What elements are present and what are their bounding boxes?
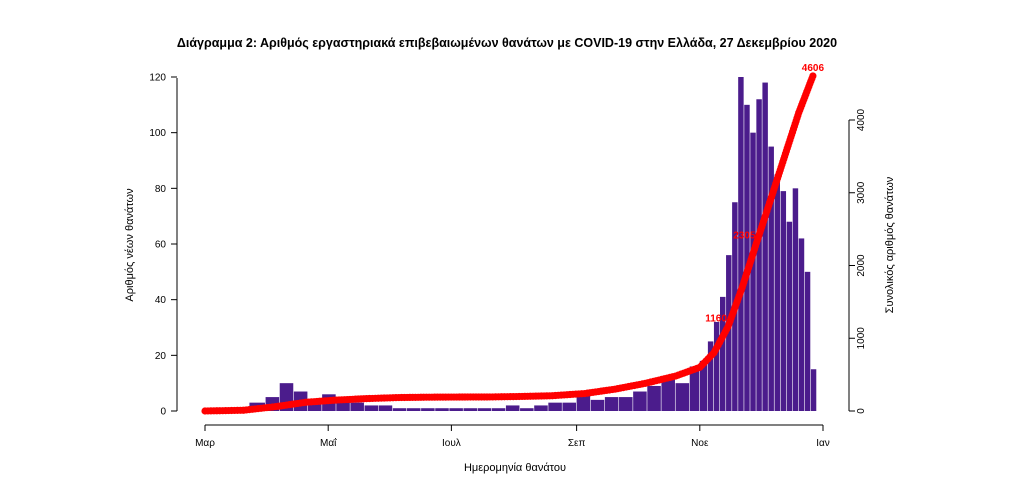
bar [780,191,787,411]
bar [364,405,379,411]
bar [604,397,619,411]
x-tick-label: Μαρ [195,438,215,449]
bar [738,77,744,411]
bar [726,255,732,411]
bar [689,366,700,411]
y-tick-label: 80 [155,184,167,195]
bar [713,321,720,411]
bar [756,99,762,412]
y-tick-label: 40 [155,295,167,306]
bar [768,146,774,412]
y-tick-label: 60 [155,240,167,251]
bar [675,383,690,411]
bar [534,405,548,411]
y-tick-label: 0 [160,407,166,418]
bar [520,408,534,411]
bar [786,221,793,411]
y-axis-ticks: 0 20 40 60 80 100 120 [149,73,177,418]
bar [421,408,435,411]
x-axis-ticks: Μαρ Μαΐ Ιουλ Σεπ Νοε Ιαν [195,425,830,449]
chart-title: Διάγραμμα 2: Αριθμός εργαστηριακά επιβεβ… [177,36,837,50]
bar [774,174,780,411]
y-tick-label: 20 [155,351,167,362]
bar [810,369,817,411]
bar [744,104,750,411]
bar [798,238,805,411]
cumulative-label: 1160 [705,314,727,325]
bar [590,399,605,411]
x-tick-label: Σεπ [568,438,586,449]
cumulative-label: 2305 [733,230,756,241]
y2-tick-label: 0 [856,408,867,414]
bar [762,82,768,412]
bar [661,377,675,411]
bar [491,408,506,411]
y-tick-label: 120 [149,73,166,84]
bar [720,296,726,411]
bar [576,394,591,411]
y2-axis-label: Συνολικός αριθμός θανάτων [884,176,896,313]
bar [463,408,478,411]
y2-tick-label: 3000 [856,181,867,204]
y2-axis-ticks: 0 1000 2000 3000 4000 [849,108,867,414]
bar [647,385,661,411]
bar [619,397,633,411]
bar [562,402,577,411]
y-axis-label: Αριθμός νέων θανάτων [124,188,136,302]
cumulative-labels: 4606 2305 1160 [705,63,824,325]
bar [707,341,714,411]
x-tick-label: Ιουλ [442,438,461,449]
bar-series [235,77,817,412]
y2-tick-label: 4000 [856,108,867,131]
bar [633,391,647,411]
x-tick-label: Μαΐ [320,437,337,449]
bar [350,402,364,411]
x-tick-label: Νοε [691,438,709,449]
bar [699,360,708,411]
cumulative-point [809,72,817,80]
x-tick-label: Ιαν [816,438,830,449]
bar [750,132,756,411]
x-axis-label: Ημερομηνία θανάτου [464,462,566,474]
cumulative-label: 4606 [802,63,825,74]
bar [804,271,811,411]
y-tick-label: 100 [149,128,166,139]
bar [406,408,421,411]
y2-tick-label: 1000 [856,327,867,350]
bar [336,399,350,411]
cumulative-series [201,72,817,415]
y2-tick-label: 2000 [856,254,867,277]
bar [449,408,463,411]
bar [378,405,393,411]
bar [505,405,520,411]
bar [392,408,407,411]
bar [435,408,449,411]
bar [792,188,799,411]
bar [477,408,492,411]
bar [308,399,322,411]
bar [548,402,562,411]
